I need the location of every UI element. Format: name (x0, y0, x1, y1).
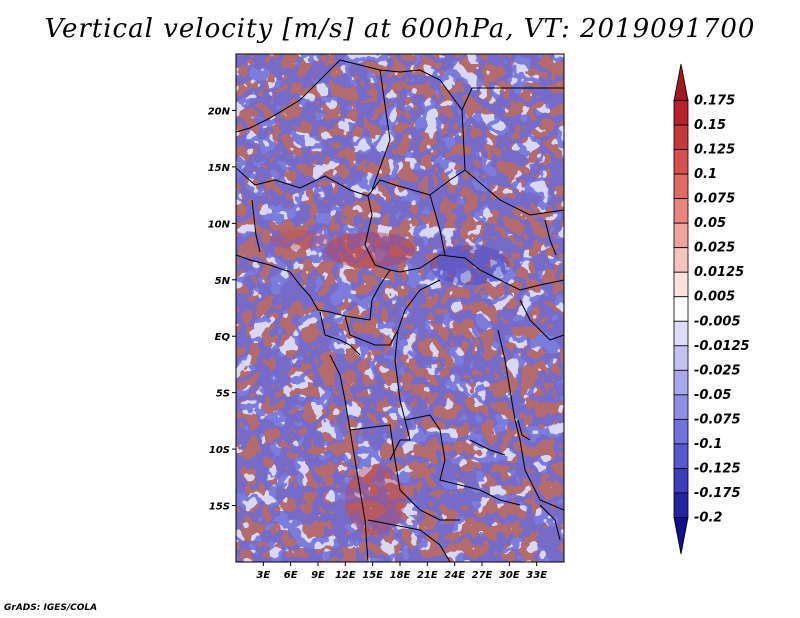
map-title: Vertical velocity [m/s] at 600hPa, VT: 2… (44, 14, 756, 44)
colorbar-label: -0.05 (694, 388, 731, 403)
colorbar-segment (673, 173, 689, 200)
grads-credit: GrADS: IGES/COLA (4, 603, 98, 613)
colorbar-segment (673, 369, 689, 396)
colorbar-label: 0.0125 (694, 265, 744, 280)
colorbar-label: -0.2 (694, 510, 722, 525)
lat-tick-label: 15S (209, 502, 230, 513)
lat-tick-label: EQ (215, 332, 231, 343)
colorbar-segment (673, 517, 689, 555)
colorbar-segment (673, 124, 689, 150)
colorbar-label: 0.075 (694, 192, 735, 207)
lon-tick-label: 15E (362, 570, 383, 581)
lon-tick-label: 27E (472, 570, 493, 581)
colorbar-label: 0.15 (694, 118, 726, 133)
colorbar-segment (673, 468, 689, 494)
lat-tick-label: 15N (208, 163, 231, 174)
colorbar-label: 0.175 (694, 94, 735, 109)
colorbar-segment (673, 418, 689, 445)
colorbar-label: -0.1 (694, 437, 722, 452)
colorbar-segment (673, 345, 689, 371)
lon-tick-label: 9E (311, 570, 325, 581)
colorbar-label: 0.1 (694, 167, 717, 182)
colorbar-label: 0.005 (694, 290, 735, 305)
lon-tick-label: 24E (444, 570, 465, 581)
lon-tick-label: 30E (499, 570, 520, 581)
colorbar-segment (673, 492, 689, 518)
latitude-axis: 20N 15N 10N 5N EQ 5S 10S 15S (208, 106, 236, 513)
colorbar-label: 0.05 (694, 216, 726, 231)
longitude-axis: 3E 6E 9E 12E 15E 18E 21E 24E 27E 30E 33E (256, 562, 547, 581)
lon-tick-label: 33E (526, 570, 547, 581)
colorbar-segment (673, 63, 689, 101)
colorbar-label: -0.0125 (694, 339, 750, 354)
colorbar-segment (673, 198, 689, 224)
lat-tick-label: 10S (209, 445, 230, 456)
colorbar-segment (673, 296, 689, 322)
lat-tick-label: 5S (216, 389, 230, 400)
colorbar-segment (673, 149, 689, 175)
colorbar-label: -0.175 (694, 486, 741, 501)
colorbar-label: -0.125 (694, 461, 741, 476)
colorbar-segment (673, 247, 689, 273)
lon-tick-label: 6E (284, 570, 298, 581)
colorbar-segment (673, 394, 689, 420)
colorbar-segment (673, 222, 689, 249)
lat-tick-label: 10N (208, 219, 231, 230)
lon-tick-label: 18E (390, 570, 411, 581)
colorbar-segment (673, 100, 689, 126)
colorbar-segment (673, 271, 689, 298)
colorbar-label: -0.005 (694, 314, 741, 329)
velocity-field (236, 54, 564, 562)
colorbar-label: 0.025 (694, 241, 735, 256)
colorbar-segment (673, 443, 689, 469)
country-borders (236, 59, 564, 562)
colorbar: 0.175 0.15 0.125 0.1 0.075 0.05 0.025 0.0125 0.0… (673, 63, 750, 555)
colorbar-segment (673, 320, 689, 347)
lat-tick-label: 20N (208, 106, 231, 117)
lon-tick-label: 21E (417, 570, 438, 581)
colorbar-label: -0.075 (694, 412, 741, 427)
lon-tick-label: 12E (335, 570, 356, 581)
lon-tick-label: 3E (256, 570, 270, 581)
colorbar-label: 0.125 (694, 143, 735, 158)
lat-tick-label: 5N (215, 276, 231, 287)
colorbar-label: -0.025 (694, 363, 741, 378)
